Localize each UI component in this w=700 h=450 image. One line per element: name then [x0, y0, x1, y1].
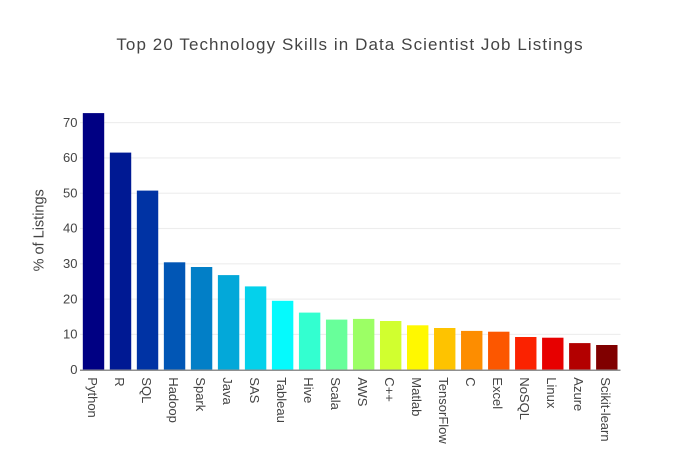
- svg-text:AWS: AWS: [355, 377, 370, 406]
- svg-text:50: 50: [63, 185, 77, 200]
- svg-text:R: R: [112, 377, 127, 386]
- svg-text:10: 10: [63, 327, 77, 342]
- svg-text:% of Listings: % of Listings: [32, 189, 48, 271]
- svg-text:Matlab: Matlab: [409, 377, 424, 416]
- svg-text:70: 70: [63, 115, 77, 130]
- svg-text:Scikit-learn: Scikit-learn: [598, 377, 613, 441]
- svg-text:Java: Java: [220, 377, 235, 405]
- svg-text:40: 40: [63, 221, 77, 236]
- svg-text:C++: C++: [382, 377, 397, 402]
- svg-text:Hive: Hive: [301, 377, 316, 403]
- svg-text:Linux: Linux: [544, 377, 559, 409]
- svg-text:TensorFlow: TensorFlow: [436, 377, 451, 444]
- svg-text:Top 20 Technology Skills in Da: Top 20 Technology Skills in Data Scienti…: [116, 35, 583, 54]
- svg-text:Scala: Scala: [328, 377, 343, 410]
- svg-text:Python: Python: [85, 377, 100, 417]
- svg-text:Excel: Excel: [490, 377, 505, 409]
- svg-text:Hadoop: Hadoop: [166, 377, 181, 423]
- svg-text:0: 0: [70, 362, 77, 377]
- svg-text:NoSQL: NoSQL: [517, 377, 532, 420]
- svg-text:30: 30: [63, 256, 77, 271]
- svg-text:60: 60: [63, 150, 77, 165]
- svg-text:C: C: [463, 377, 478, 386]
- svg-text:Spark: Spark: [193, 377, 208, 411]
- svg-text:SQL: SQL: [139, 377, 154, 403]
- svg-text:Azure: Azure: [571, 377, 586, 411]
- svg-text:20: 20: [63, 291, 77, 306]
- svg-text:SAS: SAS: [247, 377, 262, 403]
- svg-text:Tableau: Tableau: [274, 377, 289, 423]
